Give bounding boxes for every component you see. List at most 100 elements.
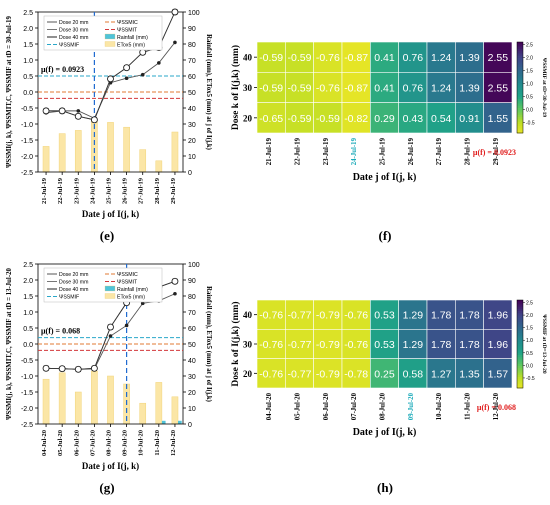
heatmap-cell: [370, 102, 399, 134]
colorbar-segment: [517, 71, 523, 75]
y2-tick-label: 20: [188, 390, 196, 397]
series-point: [173, 40, 177, 45]
colorbar-segment: [517, 60, 523, 63]
cell-value: 1.96: [488, 310, 509, 322]
legend-swatch: [104, 33, 116, 40]
colorbar-segment: [517, 76, 523, 79]
cell-value: 0.76: [403, 83, 424, 95]
colorbar-tick-label: 1.0: [526, 338, 533, 344]
mu-annotation: μ(f) = 0.068: [41, 327, 80, 336]
legend-box: [43, 15, 163, 51]
series-point: [42, 364, 50, 372]
colorbar-segment: [517, 381, 523, 384]
colorbar-segment: [517, 112, 523, 116]
panel-label-h: (h): [377, 480, 393, 495]
x-tick-label: 22-Jul-19: [295, 137, 302, 165]
colorbar-segment: [517, 317, 523, 321]
colorbar-segment: [517, 383, 523, 387]
y2-tick-label: 40: [188, 358, 196, 365]
legend-swatch: [104, 41, 116, 47]
legend-label: Dose 30 mm: [59, 280, 88, 286]
series-point: [123, 64, 131, 72]
cell-value: 0.25: [374, 368, 395, 380]
y2-axis-label: Rainfall (mm), ETox5 (mm) at j of I(j,k): [205, 286, 212, 402]
cell-value: 1.78: [459, 339, 480, 351]
x-axis-label: Date j of I(j, k): [353, 427, 417, 438]
series-point: [107, 75, 114, 83]
series-point: [157, 61, 161, 65]
colorbar-segment: [517, 103, 523, 107]
legend-box: [43, 267, 163, 303]
colorbar-segment: [517, 64, 523, 68]
cell-value: 1.24: [431, 83, 452, 95]
cell-value: 0.41: [374, 52, 395, 64]
cell-value: 1.29: [403, 339, 424, 351]
heatmap-cell: [341, 41, 371, 73]
legend-swatch: [104, 293, 116, 299]
x-tick-label: 06-Jul-20: [73, 430, 80, 456]
y-tick-label: -2.5: [21, 170, 33, 177]
y-tick-label: 1.5: [23, 42, 33, 49]
colorbar-segment: [517, 96, 523, 100]
colorbar-frame: [516, 299, 524, 389]
y-axis-label: Dose k of I(j,k) (mm): [230, 45, 241, 130]
y-tick-label: 30: [243, 340, 253, 350]
y2-tick-label: 50: [188, 90, 196, 97]
legend-label: ΨSSMIC: [117, 272, 138, 278]
cell-value: -0.82: [344, 113, 368, 125]
series-point: [74, 365, 82, 373]
cell-value: -0.59: [259, 52, 283, 64]
y2-tick-label: 0: [188, 170, 192, 177]
colorbar-segment: [517, 363, 523, 367]
x-tick-label: 25-Jul-19: [380, 137, 387, 165]
colorbar-segment: [517, 128, 523, 132]
mu-label: μ(f) = 0.0923: [473, 148, 516, 157]
y-tick-label: 0.5: [23, 74, 33, 81]
legend-label: ΨSSMIC: [117, 20, 138, 26]
cell-value: -0.79: [316, 339, 340, 351]
cell-value: 0.53: [374, 339, 395, 351]
colorbar-segment: [517, 370, 523, 373]
legend-label: ΨSSMIT: [117, 28, 138, 34]
colorbar-segment: [517, 350, 523, 354]
series-point: [74, 112, 82, 120]
x-tick-label: 28-Jul-19: [465, 137, 472, 165]
colorbar-label: ΨSSMIF at tD=30-Jul-19: [541, 58, 547, 117]
etox5-bar: [74, 130, 82, 173]
colorbar-segment: [517, 330, 523, 334]
y-tick-label: 1.0: [23, 310, 33, 317]
y2-tick-label: 50: [188, 342, 196, 349]
legend-swatch: [104, 285, 116, 292]
colorbar-segment: [517, 126, 523, 129]
cell-value: 0.54: [431, 113, 452, 125]
cell-value: 0.76: [403, 52, 424, 64]
y2-tick-label: 90: [188, 278, 196, 285]
heatmap-cell: [285, 41, 314, 73]
colorbar-segment: [517, 315, 523, 318]
y-tick-label: 2.0: [23, 26, 33, 33]
colorbar-label: ΨSSMIF at tD=13-Jul-20: [541, 314, 547, 373]
cell-value: -0.76: [259, 310, 283, 322]
heatmap-f: -0.59 -0.59 -0.76 -0.87 0.41 0.76 1.24 1.39 2.55…: [230, 41, 547, 183]
heatmap-cell: [341, 72, 371, 103]
colorbar-segment: [517, 48, 523, 52]
y2-tick-label: 80: [188, 42, 196, 49]
colorbar-segment: [517, 98, 523, 102]
heatmap-cell: [341, 358, 371, 389]
colorbar-segment: [517, 92, 523, 95]
etox5-bar: [42, 378, 50, 425]
x-tick-label: 04-Jul-20: [41, 430, 48, 456]
etox5-bar: [107, 375, 114, 425]
etox5-bar: [58, 372, 66, 425]
x-tick-label: 07-Jul-20: [89, 430, 96, 456]
cell-value: -0.59: [288, 83, 312, 95]
legend-label: Dose 40 mm: [59, 287, 88, 293]
series-point: [140, 72, 145, 77]
cell-value: -0.76: [344, 339, 368, 351]
y2-tick-label: 20: [188, 138, 196, 145]
cell-value: -0.65: [259, 113, 283, 125]
mu-annotation: μ(f) = 0.0923: [41, 65, 84, 74]
colorbar-segment: [517, 85, 523, 88]
colorbar-segment: [517, 374, 523, 378]
heatmap-cell: [256, 299, 286, 330]
